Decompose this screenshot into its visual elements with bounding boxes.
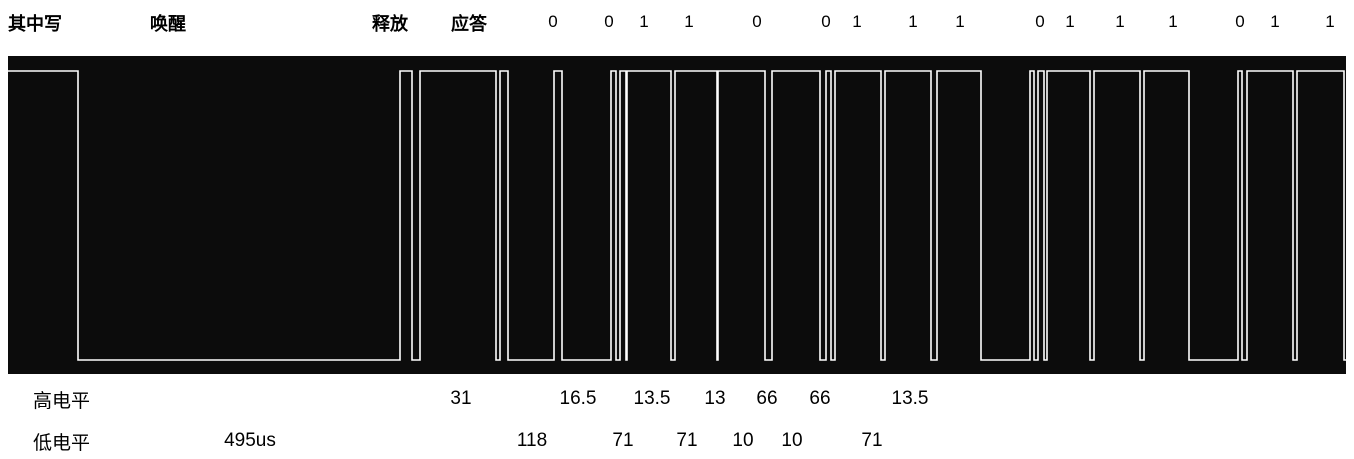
low-level-value: 71 (861, 430, 883, 451)
bit-label: 1 (1168, 12, 1178, 31)
high-level-value: 66 (756, 388, 778, 409)
wake-label: 唤醒 (150, 14, 186, 35)
ack-label: 应答 (451, 14, 487, 35)
release-label: 释放 (372, 14, 408, 35)
bit-label: 0 (548, 12, 558, 31)
bit-label: 0 (1035, 12, 1045, 31)
write-mode-label: 其中写 (8, 14, 62, 35)
bit-label: 1 (684, 12, 694, 31)
high-level-value: 31 (450, 388, 472, 409)
low-level-value: 10 (781, 430, 803, 451)
oscilloscope-display (8, 56, 1346, 374)
bit-label: 1 (955, 12, 965, 31)
bit-label: 1 (639, 12, 649, 31)
low-level-label: 低电平 (33, 432, 91, 454)
bit-label: 0 (752, 12, 762, 31)
bit-label: 0 (1235, 12, 1245, 31)
high-level-value: 66 (809, 388, 831, 409)
high-level-value: 16.5 (559, 388, 597, 409)
bit-label: 1 (908, 12, 918, 31)
low-level-value: 10 (732, 430, 754, 451)
high-level-value: 13.5 (891, 388, 929, 409)
signal-waveform (8, 70, 1346, 361)
low-level-value: 71 (676, 430, 698, 451)
bit-label: 1 (1325, 12, 1335, 31)
low-level-value: 118 (516, 430, 548, 451)
bit-label: 1 (852, 12, 862, 31)
high-level-label: 高电平 (33, 390, 91, 412)
bit-label: 0 (821, 12, 831, 31)
low-level-value: 71 (612, 430, 634, 451)
high-level-value: 13 (704, 388, 726, 409)
high-level-value: 13.5 (633, 388, 671, 409)
bit-label: 0 (604, 12, 614, 31)
bit-label: 1 (1115, 12, 1125, 31)
low-level-value: 495us (224, 430, 276, 451)
bit-label: 1 (1270, 12, 1280, 31)
bit-label: 1 (1065, 12, 1075, 31)
signal-trace (8, 70, 1346, 361)
